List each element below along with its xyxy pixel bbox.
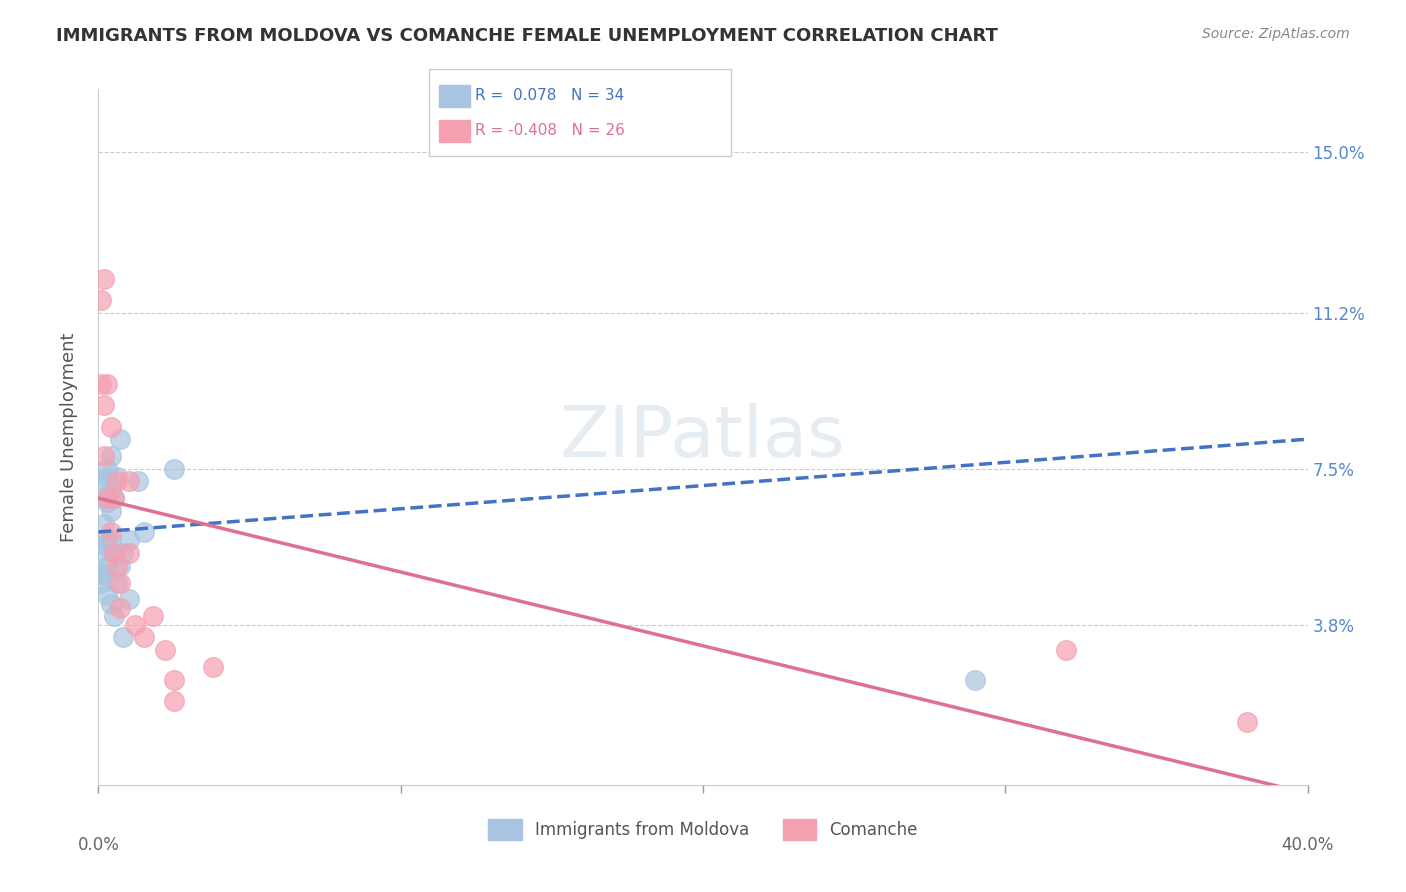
- Point: [93, 272, 115, 286]
- Point: [100, 419, 122, 434]
- Point: [202, 660, 225, 674]
- Point: [100, 449, 122, 463]
- Point: [96, 533, 118, 548]
- Point: [118, 546, 141, 560]
- Point: [96, 558, 118, 573]
- Point: [1054, 643, 1077, 657]
- Text: IMMIGRANTS FROM MOLDOVA VS COMANCHE FEMALE UNEMPLOYMENT CORRELATION CHART: IMMIGRANTS FROM MOLDOVA VS COMANCHE FEMA…: [56, 27, 998, 45]
- Point: [118, 592, 141, 607]
- Point: [111, 631, 134, 645]
- Point: [105, 558, 128, 573]
- Text: 0.0%: 0.0%: [77, 836, 120, 854]
- Point: [108, 600, 131, 615]
- Point: [100, 533, 122, 548]
- Legend: Immigrants from Moldova, Comanche: Immigrants from Moldova, Comanche: [482, 813, 924, 847]
- Point: [93, 475, 115, 489]
- Point: [96, 470, 118, 484]
- Point: [108, 558, 131, 573]
- Point: [142, 609, 165, 624]
- Point: [93, 538, 115, 552]
- Point: [93, 449, 115, 463]
- Text: 40.0%: 40.0%: [1281, 836, 1334, 854]
- Point: [93, 399, 115, 413]
- Point: [124, 617, 146, 632]
- Point: [100, 597, 122, 611]
- Point: [96, 461, 118, 475]
- Point: [96, 588, 118, 602]
- Point: [111, 546, 134, 560]
- Point: [132, 524, 155, 539]
- Point: [108, 575, 131, 590]
- Point: [96, 377, 118, 392]
- Point: [103, 491, 125, 506]
- Y-axis label: Female Unemployment: Female Unemployment: [59, 333, 77, 541]
- Point: [132, 631, 155, 645]
- Point: [105, 575, 128, 590]
- Point: [127, 475, 149, 489]
- Point: [118, 475, 141, 489]
- Point: [90, 575, 112, 590]
- Point: [93, 491, 115, 506]
- Text: R = -0.408   N = 26: R = -0.408 N = 26: [475, 123, 626, 137]
- Point: [118, 533, 141, 548]
- Point: [105, 475, 128, 489]
- Point: [105, 470, 128, 484]
- Point: [100, 524, 122, 539]
- Point: [100, 504, 122, 518]
- Point: [103, 546, 125, 560]
- Text: Source: ZipAtlas.com: Source: ZipAtlas.com: [1202, 27, 1350, 41]
- Text: R =  0.078   N = 34: R = 0.078 N = 34: [475, 88, 624, 103]
- Point: [163, 673, 186, 687]
- Point: [108, 432, 131, 446]
- Point: [96, 495, 118, 509]
- Point: [90, 293, 112, 307]
- Point: [163, 693, 186, 707]
- Point: [90, 567, 112, 582]
- Point: [965, 673, 987, 687]
- Point: [103, 546, 125, 560]
- Point: [153, 643, 176, 657]
- Point: [90, 546, 112, 560]
- Point: [90, 377, 112, 392]
- Point: [1236, 714, 1258, 729]
- Point: [163, 461, 186, 475]
- Point: [93, 567, 115, 582]
- Point: [103, 609, 125, 624]
- Text: ZIPatlas: ZIPatlas: [560, 402, 846, 472]
- Point: [96, 491, 118, 506]
- Point: [93, 516, 115, 531]
- Point: [103, 491, 125, 506]
- Point: [100, 483, 122, 497]
